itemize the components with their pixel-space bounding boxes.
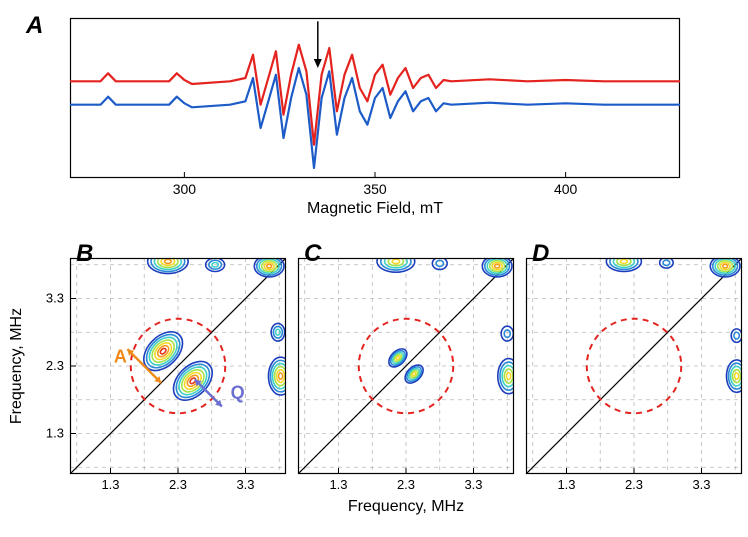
panel-a-label-text: A: [26, 12, 43, 39]
svg-text:300: 300: [173, 181, 197, 197]
svg-text:2.3: 2.3: [46, 358, 64, 373]
svg-text:Q: Q: [231, 382, 245, 402]
svg-text:A: A: [114, 347, 127, 367]
svg-text:400: 400: [554, 181, 578, 197]
svg-text:3.3: 3.3: [46, 291, 64, 306]
panel-a-xlabel: Magnetic Field, mT: [70, 200, 680, 218]
panel-b: AQ1.31.32.32.33.33.3: [70, 258, 286, 474]
panel-a-svg: 300350400: [70, 18, 680, 178]
svg-text:1.3: 1.3: [101, 477, 119, 492]
panel-a-label: A: [26, 12, 43, 40]
panel-a: 300350400: [70, 18, 680, 178]
svg-text:3.3: 3.3: [464, 477, 482, 492]
panel-d-svg: 1.32.33.3: [526, 258, 742, 474]
svg-text:2.3: 2.3: [397, 477, 415, 492]
svg-text:350: 350: [363, 181, 387, 197]
panel-c: 1.32.33.3: [298, 258, 514, 474]
panel-c-svg: 1.32.33.3: [298, 258, 514, 474]
svg-text:1.3: 1.3: [329, 477, 347, 492]
panels-bcd-xlabel: Frequency, MHz: [70, 498, 742, 516]
panels-bcd-ylabel: Frequency, MHz: [8, 258, 28, 474]
svg-text:3.3: 3.3: [692, 477, 710, 492]
svg-text:1.3: 1.3: [46, 426, 64, 441]
svg-text:2.3: 2.3: [625, 477, 643, 492]
svg-text:1.3: 1.3: [557, 477, 575, 492]
svg-text:2.3: 2.3: [169, 477, 187, 492]
panel-d: 1.32.33.3: [526, 258, 742, 474]
panel-b-svg: AQ1.31.32.32.33.33.3: [70, 258, 286, 474]
svg-text:3.3: 3.3: [236, 477, 254, 492]
